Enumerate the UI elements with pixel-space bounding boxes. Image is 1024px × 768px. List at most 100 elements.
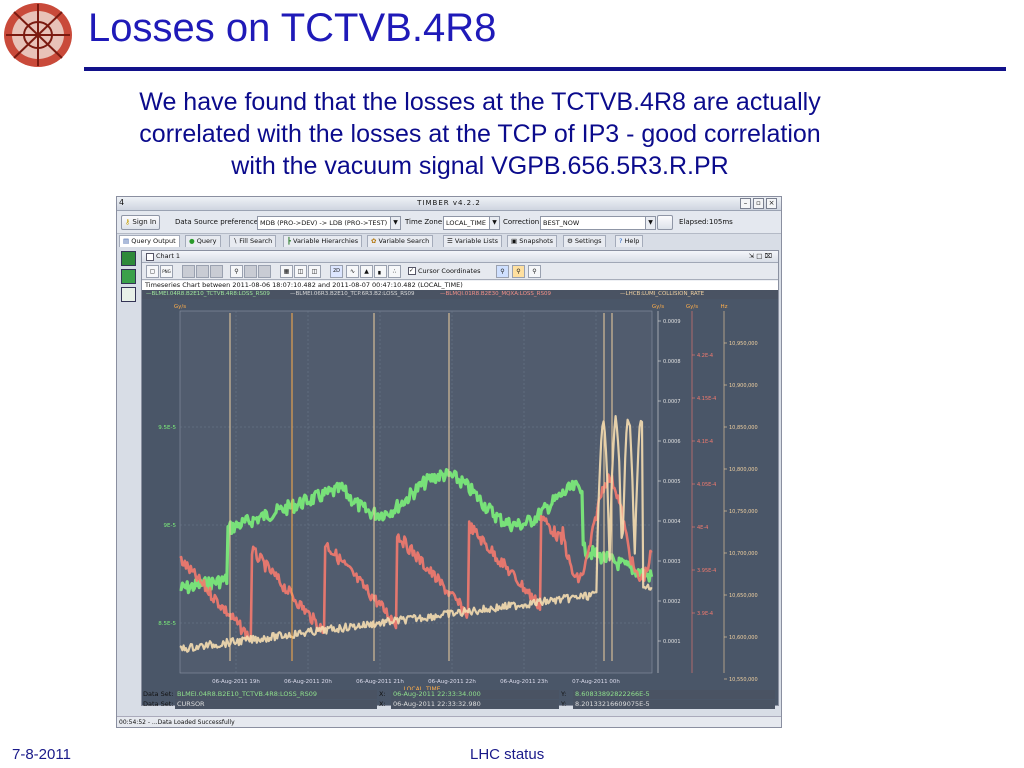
scatter-chart-icon[interactable]: ∴ bbox=[388, 265, 401, 278]
tab-variable-search[interactable]: ✿ Variable Search bbox=[367, 235, 434, 247]
x-tick-label: 07-Aug-2011 00h bbox=[572, 679, 620, 685]
refresh-button[interactable] bbox=[657, 215, 673, 230]
copy-icon[interactable] bbox=[182, 265, 195, 278]
x-label: X: bbox=[379, 700, 386, 708]
minimize-button[interactable]: – bbox=[740, 198, 751, 209]
x-tick-label: 06-Aug-2011 22h bbox=[428, 679, 476, 685]
delete-icon[interactable] bbox=[210, 265, 223, 278]
right-axis-1-tick-label: 0.0002 bbox=[663, 599, 681, 605]
list-icon: ☰ bbox=[447, 237, 453, 245]
x-tick-label: 06-Aug-2011 20h bbox=[284, 679, 332, 685]
right-axis-1-tick-label: 0.0006 bbox=[663, 439, 681, 445]
chart-header: Timeseries Chart between 2011-08-06 18:0… bbox=[142, 281, 778, 290]
tab-settings[interactable]: ⚙ Settings bbox=[563, 235, 606, 247]
key-icon: ⚷ bbox=[125, 218, 131, 226]
y-axis-unit: Gy/s bbox=[174, 304, 186, 310]
footer-date: 7-8-2011 bbox=[12, 746, 71, 763]
right-axis-3-tick-label: 10,650,000 bbox=[729, 593, 758, 599]
tab-variable-hierarchies[interactable]: ┣ Variable Hierarchies bbox=[283, 235, 363, 247]
chevron-down-icon[interactable]: ▼ bbox=[645, 216, 656, 230]
right-axis-1-tick-label: 0.0008 bbox=[663, 359, 681, 365]
chart-window-controls[interactable]: ⇲ □ ⌧ bbox=[748, 252, 772, 260]
area-chart-icon[interactable]: ▲ bbox=[360, 265, 373, 278]
zoom-in-icon[interactable] bbox=[244, 265, 257, 278]
legend-item: — LHCB:LUMI_COLLISION_RATE bbox=[620, 291, 705, 297]
main-toolbar: ⚷ Sign In Data Source preferences: MDB (… bbox=[117, 211, 781, 234]
data-source-select[interactable]: MDB (PRO->DEV) -> LDB (PRO->TEST) bbox=[257, 216, 391, 230]
slide-subtitle: We have found that the losses at the TCT… bbox=[80, 86, 880, 182]
correction-select[interactable]: BEST_NOW bbox=[540, 216, 656, 230]
chart-icon: ▤ bbox=[123, 237, 130, 245]
right-axis-1-tick-label: 0.0004 bbox=[663, 519, 681, 525]
cursor-coordinates-label: Cursor Coordinates bbox=[418, 267, 481, 275]
magnifier-icon[interactable]: ⚲ bbox=[230, 265, 243, 278]
series-lumi-rate bbox=[179, 415, 653, 653]
close-button[interactable]: × bbox=[766, 198, 777, 209]
chart-window: Chart 1 ⇲ □ ⌧ ▢ PNG ⚲ ▦ ◫ ◫ 2D ∿ ▲ ▖ ∴ ✓… bbox=[141, 250, 779, 706]
right-axis-1-tick-label: 0.0003 bbox=[663, 559, 681, 565]
right-axis-1-tick-label: 0.0001 bbox=[663, 639, 681, 645]
time-zone-label: Time Zone: bbox=[405, 218, 445, 226]
hierarchy-icon: ┣ bbox=[287, 237, 291, 245]
right-axis-2-tick-label: 4.1E-4 bbox=[697, 439, 713, 445]
cursor-coordinates-checkbox[interactable]: ✓ bbox=[408, 267, 416, 275]
paste-icon[interactable] bbox=[196, 265, 209, 278]
right-axis-2-tick-label: 3.9E-4 bbox=[697, 611, 713, 617]
tab-snapshots[interactable]: ▣ Snapshots bbox=[507, 235, 558, 247]
search-icon: ✿ bbox=[371, 237, 377, 245]
x-tick-label: 06-Aug-2011 19h bbox=[212, 679, 260, 685]
right-axis-1-tick-label: 0.0007 bbox=[663, 399, 681, 405]
tab-query[interactable]: ● Query bbox=[185, 235, 221, 247]
right-axis-1-tick-label: 0.0009 bbox=[663, 319, 681, 325]
gear-icon: ⚙ bbox=[567, 237, 573, 245]
columns-icon[interactable]: ◫ bbox=[294, 265, 307, 278]
chart-legend: — BLMEI.04R8.B2E10_TCTVB.4R8:LOSS_RS09 —… bbox=[142, 290, 778, 299]
save-icon[interactable]: ▢ bbox=[146, 265, 159, 278]
dataset-label: Data Set: bbox=[143, 690, 173, 698]
y-tick-label: 8.5E-5 bbox=[158, 621, 176, 627]
dataset-name: CURSOR bbox=[175, 700, 377, 709]
side-toolbar bbox=[119, 251, 137, 311]
time-zone-select[interactable]: LOCAL_TIME bbox=[443, 216, 491, 230]
elapsed-value: 105ms bbox=[709, 218, 733, 226]
right-axis-2-tick-label: 4E-4 bbox=[697, 525, 708, 531]
subtitle-line: with the vacuum signal VGPB.656.5R3.R.PR bbox=[231, 152, 729, 180]
checkbox-icon[interactable] bbox=[146, 253, 154, 261]
right-axis-3-tick-label: 10,900,000 bbox=[729, 383, 758, 389]
zoom-magnifier-icon[interactable]: ⚲ bbox=[496, 265, 509, 278]
chevron-down-icon[interactable]: ▼ bbox=[489, 216, 500, 230]
export-icon[interactable] bbox=[121, 269, 136, 284]
right-axis-2-unit: Gy/s bbox=[686, 304, 698, 310]
timber-window: 4 TIMBER v4.2.2 – ▫ × ⚷ Sign In Data Sou… bbox=[116, 196, 782, 728]
tab-variable-lists[interactable]: ☰ Variable Lists bbox=[443, 235, 503, 247]
2d-button[interactable]: 2D bbox=[330, 265, 343, 278]
tab-query-output[interactable]: ▤ Query Output bbox=[119, 235, 180, 247]
line-chart-icon[interactable]: ∿ bbox=[346, 265, 359, 278]
tab-fill-search[interactable]: ∖ Fill Search bbox=[229, 235, 277, 247]
zoom-reset-icon[interactable]: ⚲ bbox=[512, 265, 525, 278]
layout-grid-icon[interactable] bbox=[121, 287, 136, 302]
timeseries-plot[interactable]: 06-Aug-2011 19h 06-Aug-2011 20h 06-Aug-201… bbox=[142, 299, 778, 705]
x-axis-label: LOCAL_TIME bbox=[404, 686, 441, 693]
step-chart-icon[interactable]: ▖ bbox=[374, 265, 387, 278]
right-axis-2-tick-label: 4.2E-4 bbox=[697, 353, 713, 359]
zoom-out-icon[interactable] bbox=[258, 265, 271, 278]
sign-in-label: Sign In bbox=[132, 218, 157, 226]
right-axis-1-unit: Gy/s bbox=[652, 304, 664, 310]
tab-help[interactable]: ? Help bbox=[615, 235, 644, 247]
window-titlebar: 4 TIMBER v4.2.2 – ▫ × bbox=[117, 197, 781, 211]
split-icon[interactable]: ◫ bbox=[308, 265, 321, 278]
x-value: 06-Aug-2011 22:33:34.000 bbox=[391, 690, 559, 699]
slide-title: Losses on TCTVB.4R8 bbox=[88, 6, 497, 50]
maximize-button[interactable]: ▫ bbox=[753, 198, 764, 209]
new-chart-icon[interactable] bbox=[121, 251, 136, 266]
chevron-down-icon[interactable]: ▼ bbox=[390, 216, 401, 230]
chart-toolbar: ▢ PNG ⚲ ▦ ◫ ◫ 2D ∿ ▲ ▖ ∴ ✓ Cursor Coordi… bbox=[142, 263, 778, 280]
png-export-button[interactable]: PNG bbox=[160, 265, 173, 278]
window-title: TIMBER v4.2.2 bbox=[417, 199, 481, 207]
table-icon[interactable]: ▦ bbox=[280, 265, 293, 278]
zoom-fit-icon[interactable]: ⚲ bbox=[528, 265, 541, 278]
sign-in-button[interactable]: ⚷ Sign In bbox=[121, 215, 161, 230]
correction-label: Correction bbox=[503, 218, 540, 226]
y-label: Y: bbox=[561, 700, 567, 708]
